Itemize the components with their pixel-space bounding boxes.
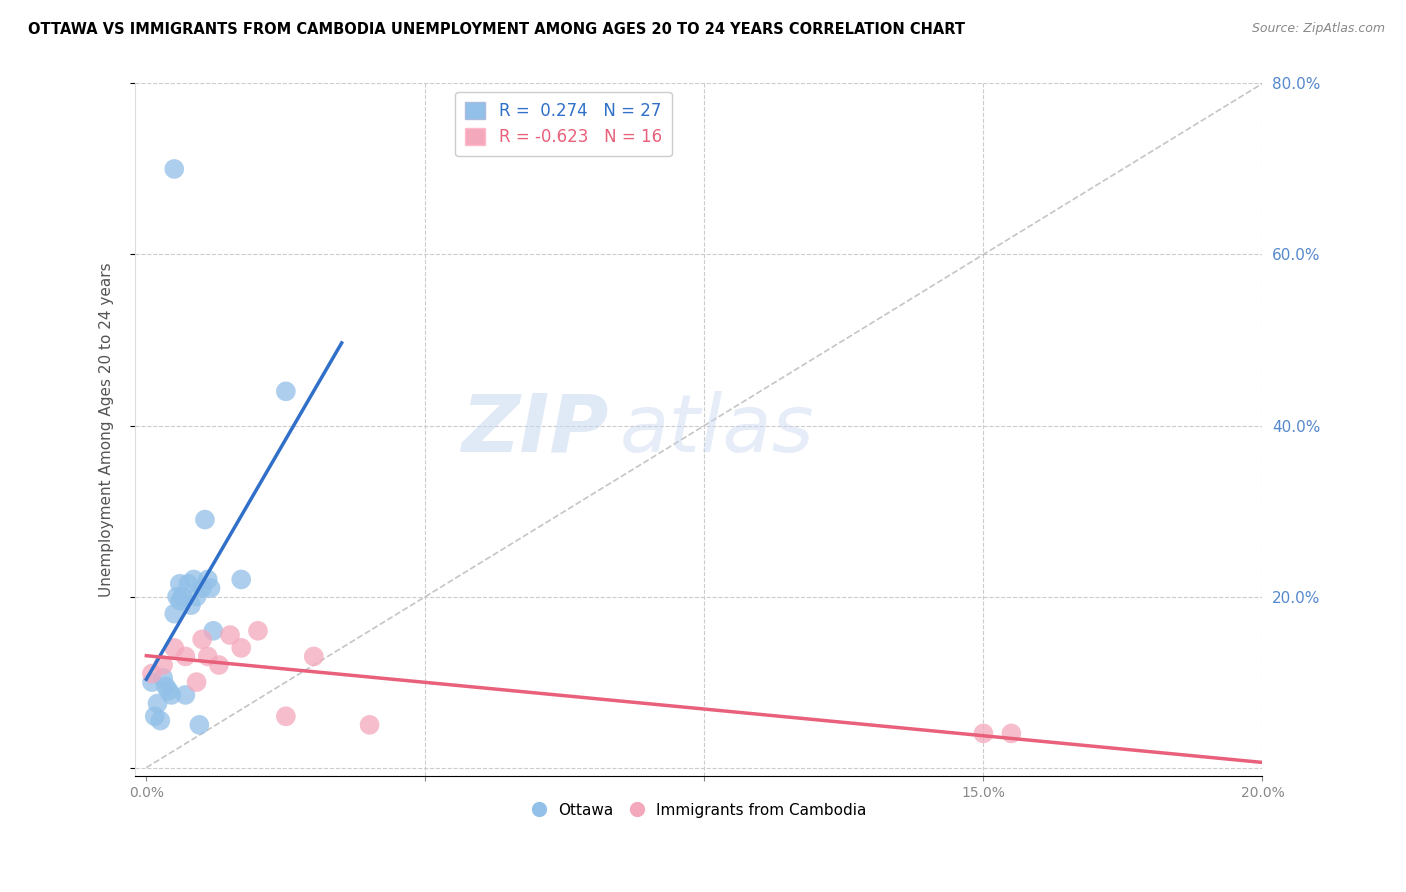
Point bbox=[183, 573, 205, 587]
Point bbox=[149, 714, 172, 728]
Point bbox=[274, 384, 297, 399]
Point bbox=[166, 590, 188, 604]
Point bbox=[186, 675, 208, 690]
Point bbox=[191, 581, 214, 595]
Point bbox=[163, 161, 186, 176]
Legend: Ottawa, Immigrants from Cambodia: Ottawa, Immigrants from Cambodia bbox=[524, 797, 873, 824]
Point bbox=[208, 658, 231, 673]
Point bbox=[188, 718, 211, 732]
Point bbox=[200, 581, 222, 595]
Point bbox=[197, 649, 219, 664]
Point bbox=[972, 726, 994, 740]
Point bbox=[219, 628, 242, 642]
Point bbox=[169, 576, 191, 591]
Point bbox=[174, 649, 197, 664]
Point bbox=[359, 718, 381, 732]
Point bbox=[163, 640, 186, 655]
Point bbox=[194, 513, 217, 527]
Point bbox=[141, 666, 163, 681]
Point bbox=[141, 675, 163, 690]
Point bbox=[146, 697, 169, 711]
Point bbox=[1000, 726, 1022, 740]
Point bbox=[174, 688, 197, 702]
Point bbox=[160, 688, 183, 702]
Point bbox=[163, 607, 186, 621]
Point bbox=[169, 594, 191, 608]
Point bbox=[246, 624, 269, 638]
Point bbox=[186, 590, 208, 604]
Point bbox=[152, 658, 174, 673]
Text: atlas: atlas bbox=[620, 391, 814, 469]
Point bbox=[143, 709, 166, 723]
Point bbox=[197, 573, 219, 587]
Point bbox=[155, 679, 177, 693]
Point bbox=[172, 590, 194, 604]
Text: Source: ZipAtlas.com: Source: ZipAtlas.com bbox=[1251, 22, 1385, 36]
Point bbox=[274, 709, 297, 723]
Text: ZIP: ZIP bbox=[461, 391, 609, 469]
Point bbox=[180, 598, 202, 612]
Y-axis label: Unemployment Among Ages 20 to 24 years: Unemployment Among Ages 20 to 24 years bbox=[100, 262, 114, 597]
Point bbox=[302, 649, 325, 664]
Point bbox=[157, 683, 180, 698]
Point bbox=[152, 671, 174, 685]
Point bbox=[231, 640, 253, 655]
Point bbox=[202, 624, 225, 638]
Text: OTTAWA VS IMMIGRANTS FROM CAMBODIA UNEMPLOYMENT AMONG AGES 20 TO 24 YEARS CORREL: OTTAWA VS IMMIGRANTS FROM CAMBODIA UNEMP… bbox=[28, 22, 965, 37]
Point bbox=[231, 573, 253, 587]
Point bbox=[191, 632, 214, 647]
Point bbox=[177, 576, 200, 591]
